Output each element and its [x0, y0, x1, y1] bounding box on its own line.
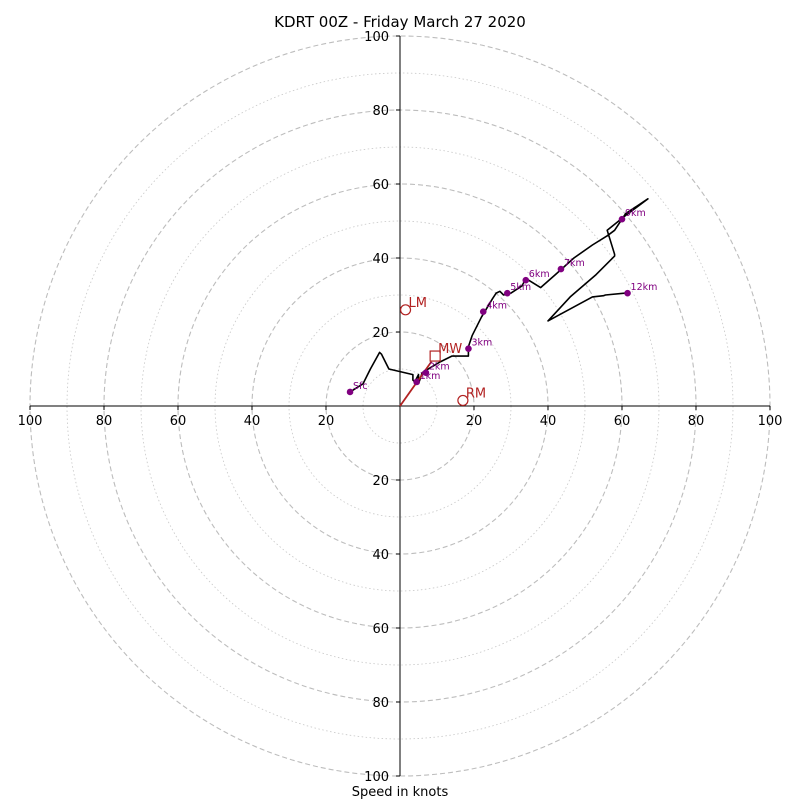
storm-motion-label: LM — [409, 296, 427, 311]
x-tick-label: 20 — [318, 414, 335, 429]
y-tick-label: 80 — [372, 104, 389, 119]
level-label: 5km — [510, 282, 531, 293]
y-tick-label: 40 — [372, 252, 389, 267]
y-tick-label: 80 — [372, 696, 389, 711]
level-marker — [479, 308, 487, 315]
level-marker — [346, 388, 354, 396]
chart-title: KDRT 00Z - Friday March 27 2020 — [274, 13, 526, 31]
storm-motion-label: RM — [466, 386, 486, 401]
axis-ticks: 100 80 60 40 20 20 40 60 80 100 100 80 60 40 20 20 40 60 8… — [18, 30, 783, 785]
storm-motion-marker — [399, 304, 412, 316]
level-label: 1km — [420, 371, 441, 382]
y-tick-label: 100 — [364, 30, 389, 45]
level-marker — [624, 289, 631, 297]
x-axis-label: Speed in knots — [352, 785, 449, 800]
x-tick-label: 60 — [170, 414, 187, 429]
x-tick-label: 20 — [466, 414, 483, 429]
x-tick-label: 40 — [244, 414, 261, 429]
x-tick-label: 80 — [688, 414, 705, 429]
y-tick-label: 40 — [372, 548, 389, 563]
y-tick-label: 60 — [372, 622, 389, 637]
level-marker — [618, 215, 626, 223]
level-marker — [465, 345, 472, 352]
x-tick-label: 40 — [540, 414, 557, 429]
storm-motion-marker — [457, 394, 469, 407]
level-label: 4km — [486, 301, 507, 312]
storm-motion-marker — [429, 350, 441, 362]
x-tick-label: 80 — [96, 414, 113, 429]
y-tick-label: 100 — [364, 770, 389, 785]
storm-motions: LM MW RM — [399, 296, 486, 407]
level-label: Sfc — [353, 381, 368, 392]
level-marker — [413, 378, 420, 386]
level-marker — [522, 276, 530, 284]
x-tick-label: 100 — [18, 414, 43, 429]
y-tick-label: 20 — [372, 474, 389, 489]
y-tick-label: 60 — [372, 178, 389, 193]
x-tick-label: 100 — [758, 414, 783, 429]
level-label: 6km — [529, 269, 550, 280]
level-label: 2km — [429, 362, 450, 373]
storm-motion-label: MW — [438, 342, 462, 357]
level-label: 3km — [471, 338, 492, 349]
level-marker — [504, 289, 511, 297]
level-label: 7km — [564, 258, 585, 269]
level-label: 9km — [625, 208, 646, 219]
level-marker — [422, 369, 430, 377]
level-marker — [557, 265, 565, 273]
x-tick-label: 60 — [614, 414, 631, 429]
level-label: 12km — [631, 282, 658, 293]
y-tick-label: 20 — [372, 326, 389, 341]
